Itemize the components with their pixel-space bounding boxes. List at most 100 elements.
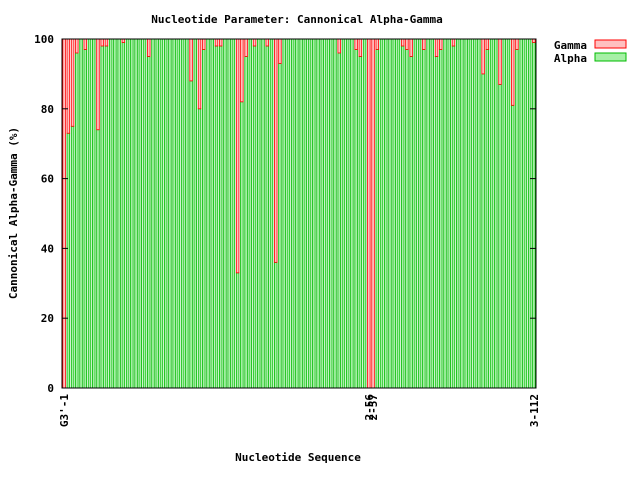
bar-gamma-75 (375, 38, 380, 50)
x-tick-label-3: 3-112 (528, 394, 541, 427)
bar-alpha-96 (464, 38, 468, 389)
bar-alpha-100 (481, 73, 485, 389)
bar-gamma-6 (83, 38, 87, 50)
bar-alpha-77 (384, 38, 388, 389)
y-tick-label-5: 100 (34, 33, 54, 46)
bar-gamma-83 (409, 38, 413, 57)
bar-alpha-102 (489, 38, 494, 389)
bar-alpha-10 (100, 45, 104, 389)
bar-alpha-62 (320, 38, 324, 389)
bar-gamma-34 (202, 38, 206, 50)
y-tick-label-2: 40 (41, 242, 54, 255)
bar-alpha-24 (159, 38, 164, 389)
bar-gamma-2 (66, 38, 71, 134)
bar-alpha-82 (405, 49, 409, 389)
bar-gamma-4 (75, 38, 79, 54)
bar-alpha-21 (147, 56, 151, 389)
bar-alpha-50 (269, 38, 274, 389)
bar-alpha-40 (227, 38, 231, 389)
bar-alpha-35 (206, 38, 210, 389)
bar-gamma-38 (218, 38, 223, 47)
bar-alpha-65 (333, 38, 337, 389)
bar-gamma-31 (189, 38, 193, 82)
bar-alpha-69 (350, 38, 354, 389)
bar-alpha-47 (257, 38, 261, 389)
bar-alpha-86 (422, 49, 426, 389)
bar-alpha-94 (455, 38, 460, 389)
bar-alpha-79 (392, 38, 396, 389)
bar-alpha-56 (295, 38, 299, 389)
bar-alpha-28 (176, 38, 181, 389)
bar-gamma-90 (439, 38, 443, 50)
x-axis-ticks: G3'-1 2-562-57 3-112 (58, 394, 541, 427)
bar-alpha-75 (375, 49, 380, 389)
x-tick-label-0: G3'-1 (58, 394, 71, 427)
bar-alpha-85 (417, 38, 422, 389)
bar-alpha-76 (379, 38, 384, 389)
bar-alpha-51 (274, 261, 278, 389)
bar-gamma-10 (100, 38, 104, 47)
bar-alpha-11 (104, 45, 109, 389)
bar-alpha-7 (87, 38, 92, 389)
bar-alpha-66 (337, 52, 341, 389)
bar-alpha-67 (341, 38, 346, 389)
bar-alpha-93 (451, 45, 456, 389)
bar-alpha-58 (303, 38, 308, 389)
bar-alpha-42 (235, 272, 240, 389)
bar-alpha-84 (413, 38, 418, 389)
bar-alpha-12 (108, 38, 113, 389)
bar-gamma-11 (104, 38, 109, 47)
bar-alpha-59 (307, 38, 312, 389)
bar-alpha-64 (329, 38, 333, 389)
bar-alpha-9 (96, 129, 100, 389)
bar-gamma-82 (405, 38, 409, 50)
bar-alpha-87 (426, 38, 430, 389)
bar-alpha-39 (223, 38, 227, 389)
y-tick-label-3: 60 (41, 173, 54, 186)
bar-alpha-20 (142, 38, 147, 389)
legend: Gamma Alpha (554, 39, 627, 65)
bar-alpha-101 (485, 49, 490, 389)
bar-alpha-98 (472, 38, 477, 389)
bar-gamma-70 (354, 38, 358, 50)
bar-alpha-52 (278, 63, 282, 389)
bar-gamma-93 (451, 38, 456, 47)
bar-alpha-22 (151, 38, 155, 389)
bar-alpha-61 (316, 38, 320, 389)
bar-alpha-17 (130, 38, 134, 389)
bar-gamma-44 (244, 38, 248, 57)
bar-gamma-108 (515, 38, 519, 50)
bar-gamma-15 (121, 38, 126, 43)
bar-alpha-111 (527, 38, 532, 389)
bar-gamma-66 (337, 38, 341, 54)
bar-alpha-34 (202, 49, 206, 389)
bar-gamma-52 (278, 38, 282, 64)
bar-alpha-49 (265, 45, 269, 389)
bar-gamma-51 (274, 38, 278, 263)
bar-alpha-55 (290, 38, 295, 389)
y-axis-ticks: 0 20 40 60 80 100 (34, 33, 536, 395)
bar-alpha-109 (519, 38, 523, 389)
bar-alpha-48 (261, 38, 265, 389)
bar-alpha-18 (134, 38, 138, 389)
bar-alpha-110 (523, 38, 528, 389)
bar-alpha-90 (439, 49, 443, 389)
legend-swatch-gamma (594, 39, 627, 49)
bar-alpha-88 (430, 38, 435, 389)
bar-gamma-9 (96, 38, 100, 131)
bar-gamma-43 (240, 38, 244, 103)
bar-alpha-71 (358, 56, 363, 389)
legend-label-gamma: Gamma (554, 39, 587, 52)
bar-alpha-91 (443, 38, 447, 389)
bar-alpha-36 (210, 38, 214, 389)
bar-alpha-44 (244, 56, 248, 389)
bar-gamma-1 (62, 38, 66, 389)
bar-alpha-95 (460, 38, 464, 389)
bar-alpha-60 (312, 38, 316, 389)
bar-alpha-99 (477, 38, 481, 389)
x-tick-label-1: 2-56 (363, 394, 376, 421)
y-tick-label-1: 20 (41, 312, 54, 325)
bar-alpha-41 (231, 38, 236, 389)
bar-alpha-43 (240, 101, 244, 389)
